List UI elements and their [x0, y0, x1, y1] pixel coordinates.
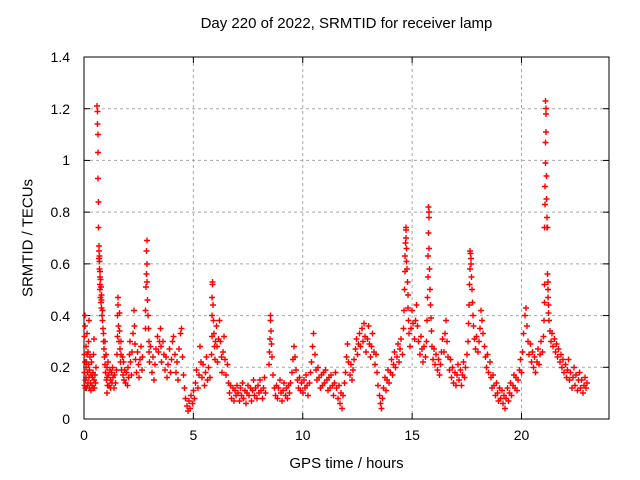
y-tick-label: 0.6	[50, 255, 70, 272]
x-tick-label: 20	[513, 427, 530, 443]
y-tick-label: 0.8	[50, 204, 70, 221]
y-tick-label: 0.2	[50, 359, 70, 376]
x-tick-label: 15	[404, 427, 420, 443]
plot-border	[83, 56, 610, 420]
y-tick-label: 1.4	[50, 49, 70, 65]
y-tick-label: 0	[62, 411, 70, 427]
x-tick-label: 10	[294, 427, 311, 443]
chart-title: Day 220 of 2022, SRMTID for receiver lam…	[200, 15, 493, 32]
x-axis-label: GPS time / hours	[289, 455, 404, 472]
scatter-points	[81, 98, 590, 414]
x-tick-label: 5	[189, 427, 198, 443]
y-tick-label: 0.4	[50, 307, 70, 324]
y-tick-label: 1.2	[50, 100, 70, 117]
y-tick-label: 1	[62, 152, 70, 169]
x-tick-label: 0	[80, 427, 88, 443]
